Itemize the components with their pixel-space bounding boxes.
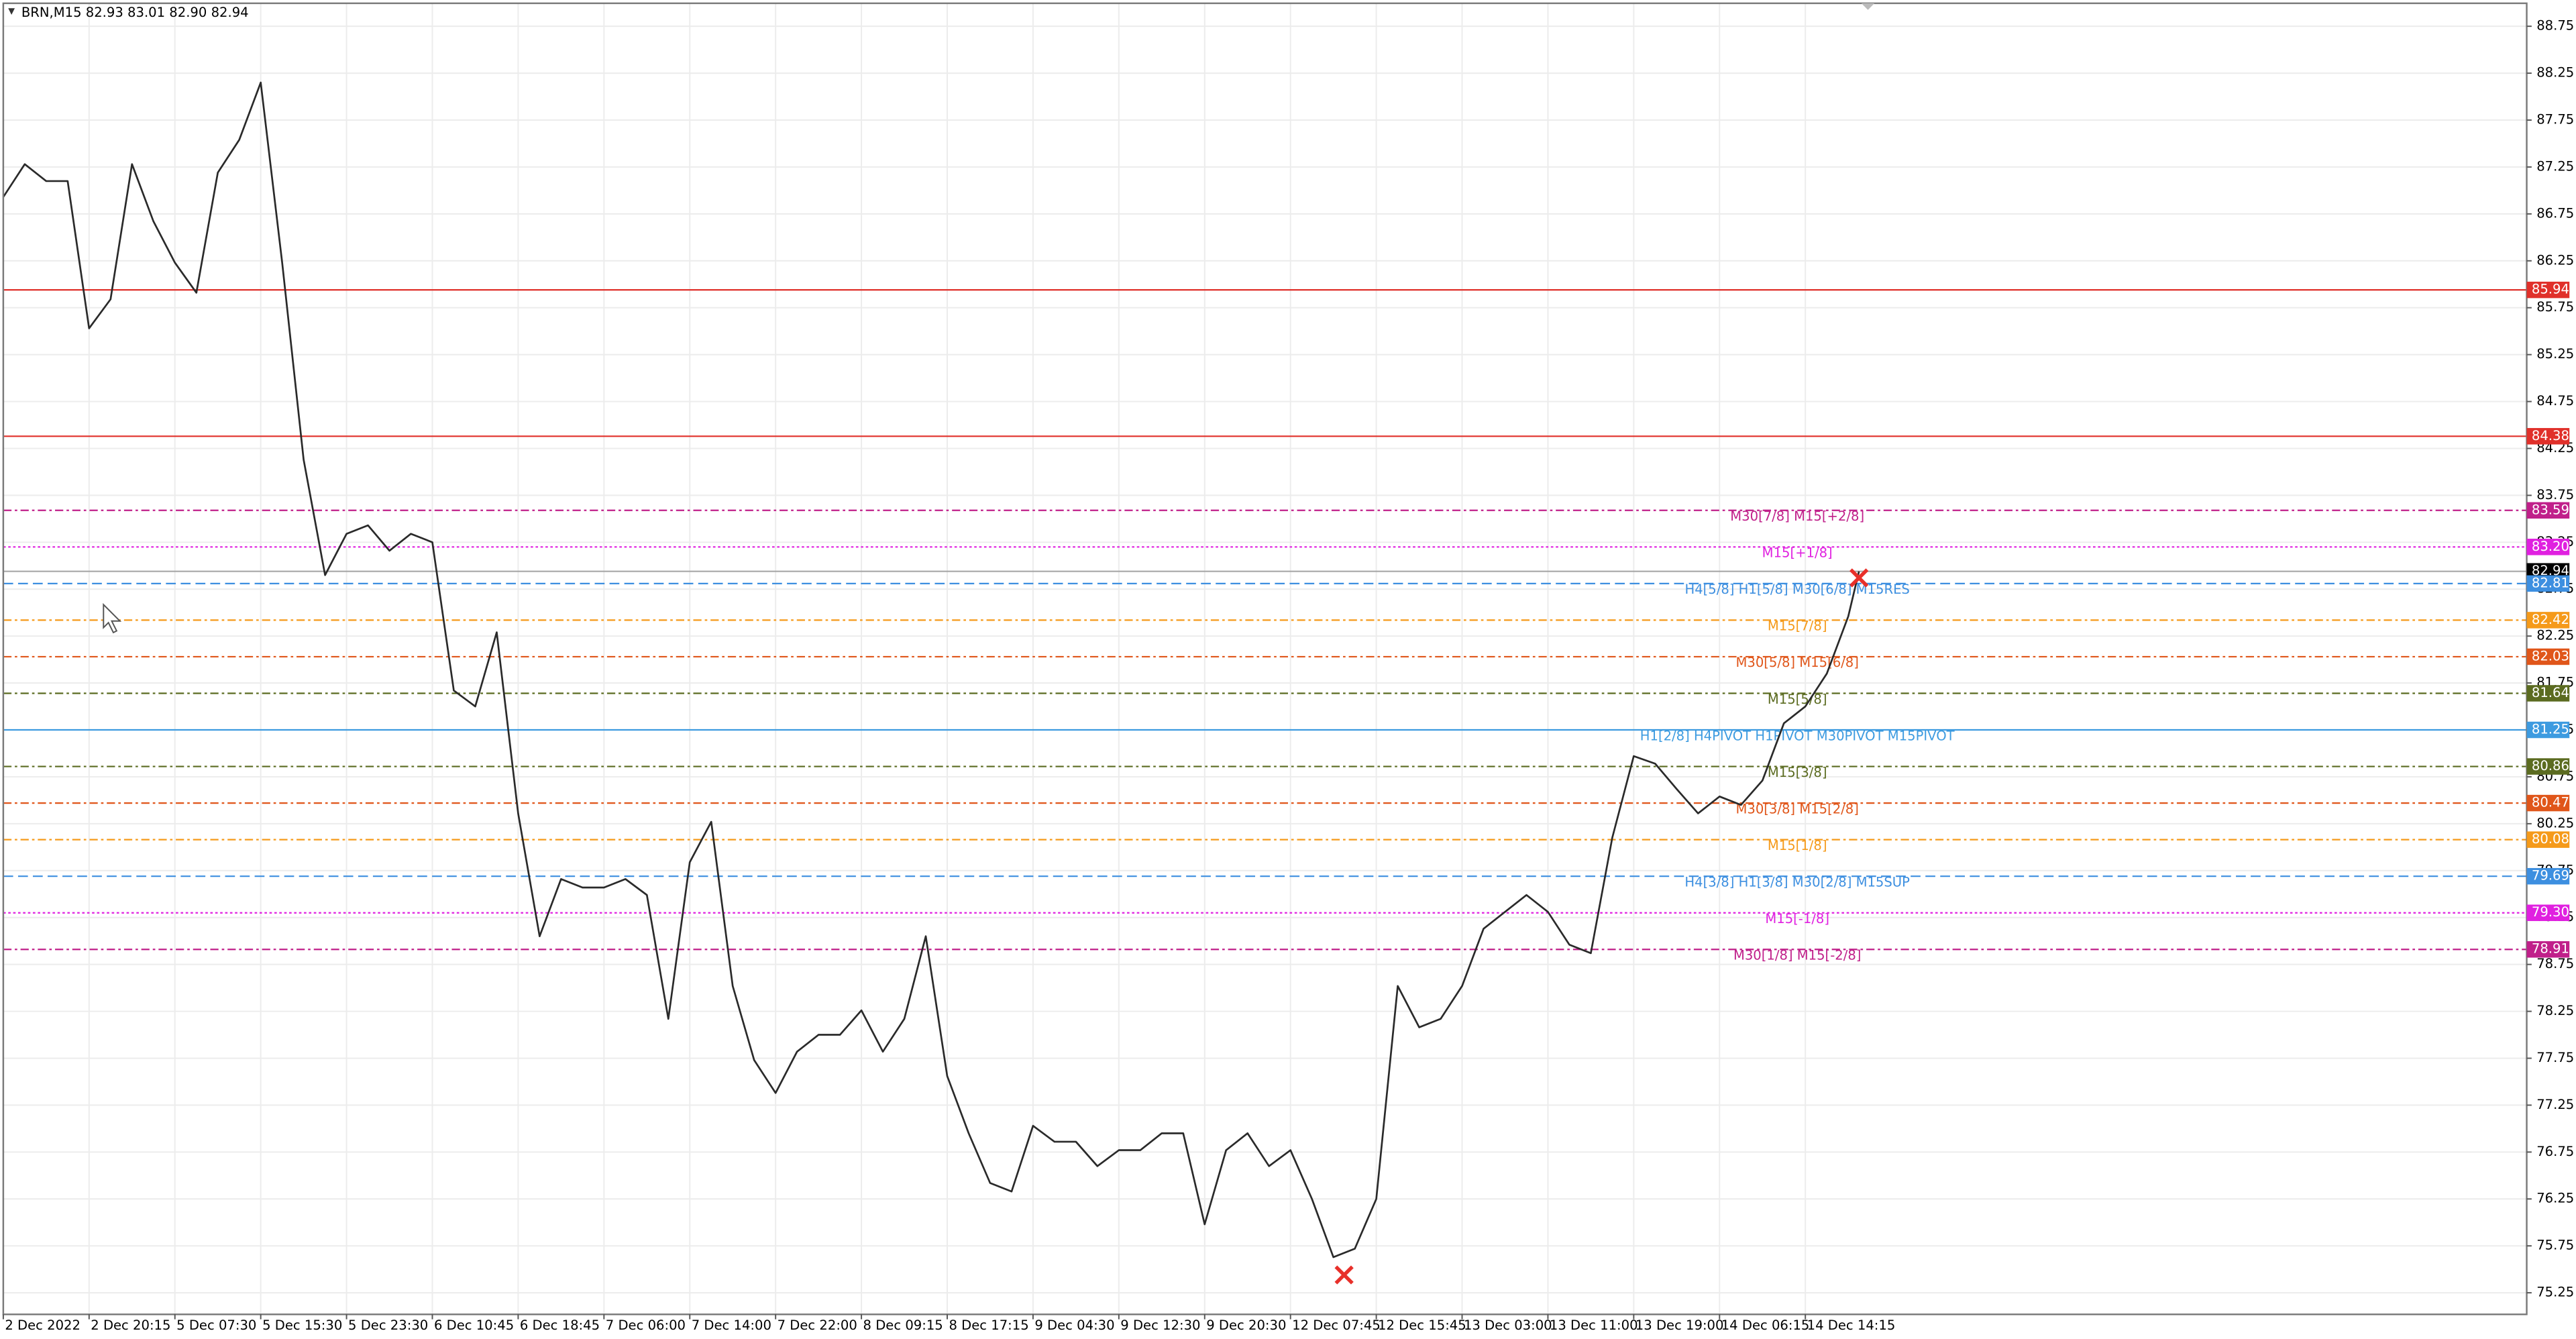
y-tick-label: 87.25 (2536, 158, 2574, 174)
y-tick-label: 78.25 (2536, 1003, 2574, 1018)
price-box-label: 82.94 (2532, 563, 2569, 578)
x-tick-label: 8 Dec 09:15 (863, 1318, 943, 1333)
y-tick-label: 80.25 (2536, 815, 2574, 831)
x-tick-label: 14 Dec 06:15 (1721, 1318, 1810, 1333)
price-box-label: 83.20 (2532, 539, 2569, 554)
shift-marker (1861, 3, 1875, 10)
price-box-label: 79.30 (2532, 904, 2569, 920)
x-tick-label: 13 Dec 03:00 (1464, 1318, 1552, 1333)
symbol-header: BRN,M15 82.93 83.01 82.90 82.94 (21, 5, 249, 20)
price-box (2526, 904, 2570, 921)
menu-arrow[interactable] (8, 8, 15, 15)
x-tick-label: 7 Dec 06:00 (606, 1318, 686, 1333)
x-tick-label: 9 Dec 12:30 (1120, 1318, 1200, 1333)
y-tick-label: 75.75 (2536, 1238, 2574, 1253)
y-tick-label: 86.25 (2536, 252, 2574, 268)
y-tick-label: 78.75 (2536, 956, 2574, 971)
price-box-label: 79.69 (2532, 868, 2569, 883)
price-line (2, 81, 1860, 1258)
x-tick-label: 5 Dec 07:30 (176, 1318, 256, 1333)
level-label: M30[5/8] M15[6/8] (1735, 655, 1858, 670)
x-tick-label: 12 Dec 15:45 (1378, 1318, 1466, 1333)
price-box-label: 82.81 (2532, 575, 2569, 590)
price-box (2526, 648, 2570, 665)
level-label: M15[7/8] (1768, 619, 1827, 634)
x-tick-label: 5 Dec 15:30 (262, 1318, 342, 1333)
price-box (2526, 685, 2570, 702)
mouse-cursor (103, 602, 122, 634)
price-box (2526, 575, 2570, 592)
x-tick-label: 7 Dec 14:00 (692, 1318, 771, 1333)
level-label: H4[5/8] H1[5/8] M30[6/8] M15RES (1684, 582, 1909, 597)
price-box-label: 83.59 (2532, 502, 2569, 517)
price-box (2526, 721, 2570, 739)
price-box-label: 80.86 (2532, 758, 2569, 773)
price-box-label: 80.47 (2532, 795, 2569, 810)
x-tick-label: 2 Dec 20:15 (91, 1318, 170, 1333)
x-tick-label: 12 Dec 07:45 (1292, 1318, 1381, 1333)
y-tick-label: 82.25 (2536, 628, 2574, 643)
level-label: M30[7/8] M15[+2/8] (1730, 508, 1864, 524)
price-box-label: 82.42 (2532, 612, 2569, 627)
price-box (2526, 941, 2570, 958)
level-label: H4[3/8] H1[3/8] M30[2/8] M15SUP (1684, 874, 1910, 890)
price-box (2526, 758, 2570, 775)
y-tick-label: 88.75 (2536, 18, 2574, 34)
signal-marker (1334, 1265, 1354, 1285)
y-tick-label: 84.75 (2536, 393, 2574, 409)
price-box-label: 81.25 (2532, 722, 2569, 737)
price-box-label: 81.64 (2532, 685, 2569, 700)
level-label: M15[3/8] (1768, 765, 1827, 780)
price-box (2526, 281, 2570, 299)
y-tick-label: 77.75 (2536, 1050, 2574, 1065)
level-label: M15[5/8] (1768, 692, 1827, 707)
level-label: M15[+1/8] (1762, 545, 1833, 561)
price-box (2526, 867, 2570, 885)
price-box (2526, 428, 2570, 445)
price-box (2526, 539, 2570, 555)
x-tick-label: 13 Dec 11:00 (1550, 1318, 1638, 1333)
price-box (2526, 612, 2570, 629)
axes: 88.75 88.25 87.75 87.25 86.75 86.25 85.75 85.25… (2, 18, 2574, 1333)
price-box-label: 80.08 (2532, 831, 2569, 847)
y-tick-label: 87.75 (2536, 112, 2574, 127)
x-tick-label: 7 Dec 22:00 (777, 1318, 857, 1333)
plot (2, 81, 1869, 1285)
level-label: M30[1/8] M15[-2/8] (1733, 948, 1861, 963)
x-tick-label: 5 Dec 23:30 (348, 1318, 428, 1333)
level-label: M30[3/8] M15[2/8] (1735, 801, 1858, 816)
signal-marker (1849, 568, 1869, 588)
y-tick-label: 83.75 (2536, 487, 2574, 502)
price-box (2526, 794, 2570, 812)
y-tick-label: 76.25 (2536, 1191, 2574, 1206)
x-tick-label: 6 Dec 18:45 (520, 1318, 600, 1333)
price-box (2526, 502, 2570, 519)
y-tick-label: 76.75 (2536, 1144, 2574, 1159)
x-tick-label: 6 Dec 10:45 (434, 1318, 514, 1333)
level-label: M15[1/8] (1768, 838, 1827, 853)
y-tick-label: 75.25 (2536, 1285, 2574, 1300)
x-tick-label: 14 Dec 14:15 (1807, 1318, 1896, 1333)
y-tick-label: 85.75 (2536, 299, 2574, 315)
level-label: H1[2/8] H4PIVOT H1PIVOT M30PIVOT M15PIVO… (1640, 728, 1955, 743)
x-tick-label: 13 Dec 19:00 (1635, 1318, 1724, 1333)
price-box-label: 82.03 (2532, 648, 2569, 663)
y-tick-label: 86.75 (2536, 205, 2574, 221)
x-tick-label: 9 Dec 20:30 (1206, 1318, 1286, 1333)
y-tick-label: 88.25 (2536, 65, 2574, 81)
price-box-label: 84.38 (2532, 428, 2569, 443)
y-tick-label: 77.25 (2536, 1097, 2574, 1112)
x-tick-label: 9 Dec 04:30 (1034, 1318, 1114, 1333)
grid (2, 3, 2527, 1315)
price-box (2526, 831, 2570, 848)
price-box-label: 85.94 (2532, 282, 2569, 297)
level-label: M15[-1/8] (1765, 911, 1829, 926)
price-box-label: 78.91 (2532, 941, 2569, 957)
x-tick-label: 2 Dec 2022 (5, 1318, 80, 1333)
x-tick-label: 8 Dec 17:15 (949, 1318, 1028, 1333)
y-tick-label: 85.25 (2536, 346, 2574, 362)
